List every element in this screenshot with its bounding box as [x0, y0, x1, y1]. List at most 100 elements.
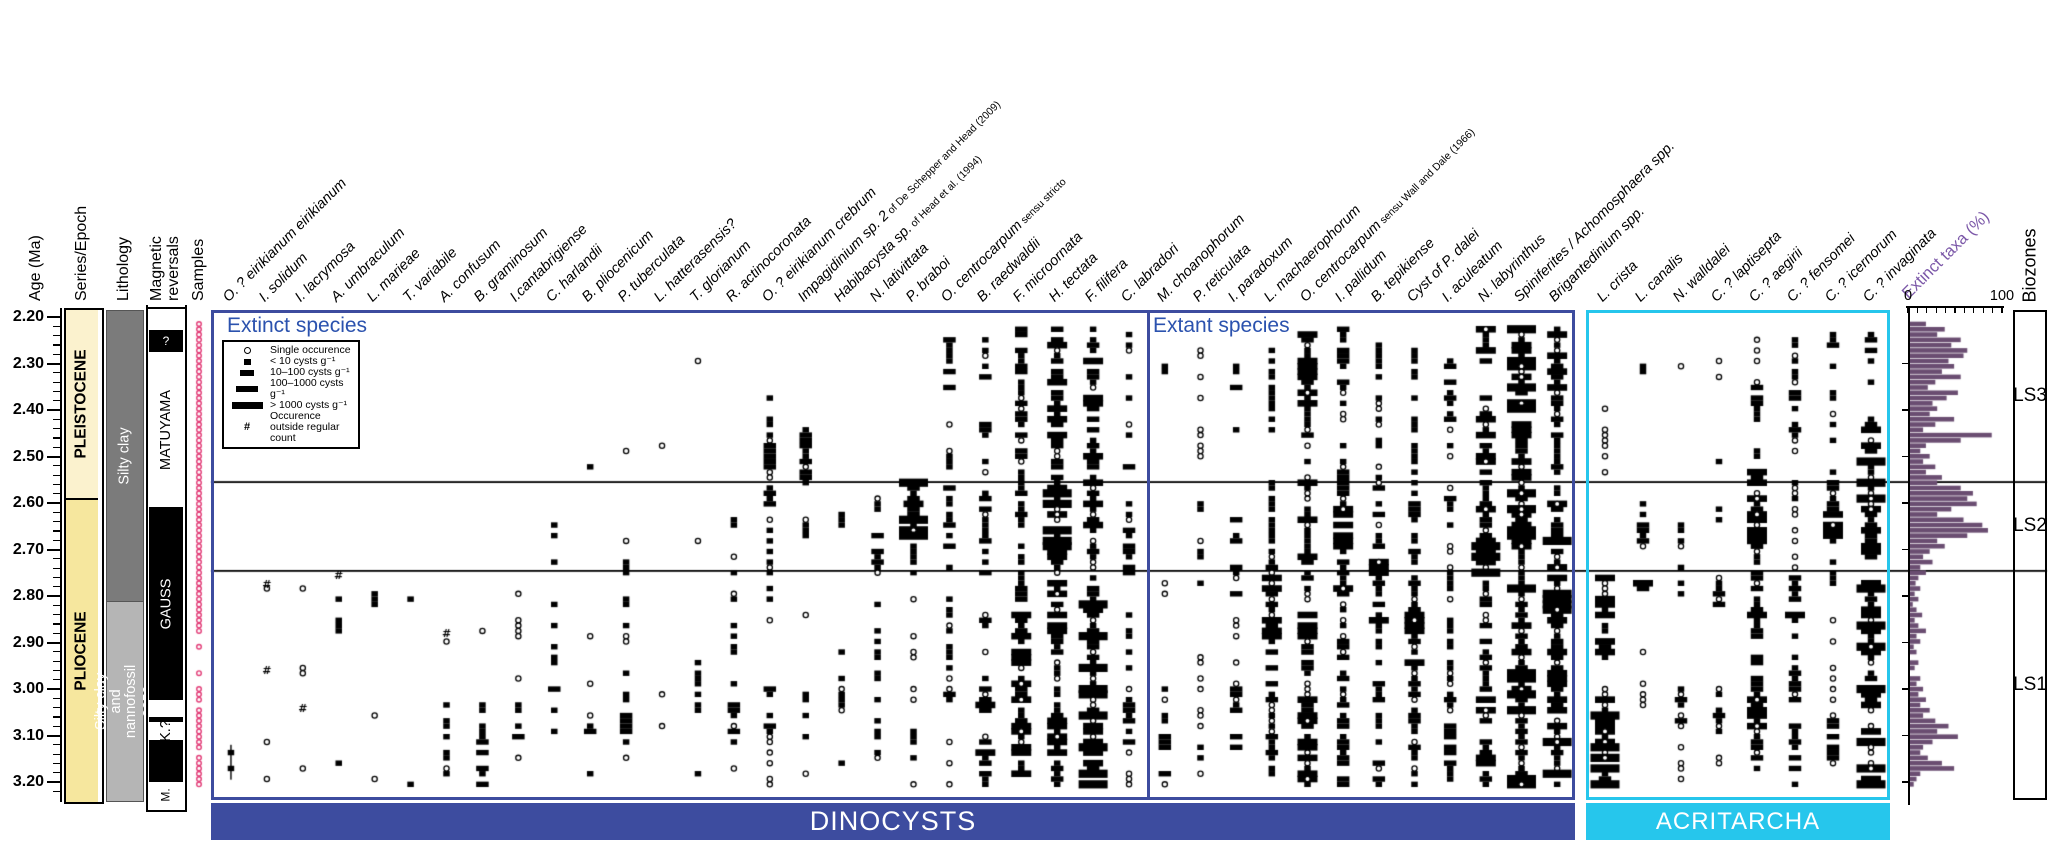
age-major-tick [47, 548, 60, 551]
percent-axis-tick [1954, 306, 1956, 313]
percent-axis-age-tick [1902, 502, 1908, 504]
age-minor-tick [53, 753, 60, 755]
percent-axis-tick [1973, 306, 1975, 313]
age-tick-label: 2.50 [12, 447, 44, 465]
age-minor-tick [53, 521, 60, 523]
magnetozone-label: ? [162, 333, 170, 348]
epoch-pliocene: PLIOCENE [66, 498, 98, 802]
age-major-tick [47, 502, 60, 504]
lithology-silty-clay: Silty clay [106, 310, 144, 603]
lithology-ooze: Silty clay and nannofossil ooze [94, 600, 155, 802]
legend-row: 100–1000 cysts g⁻¹ [224, 378, 356, 400]
percent-axis-age-tick [1902, 781, 1908, 783]
age-minor-tick [53, 437, 60, 439]
age-tick-label: 2.60 [12, 494, 44, 511]
abundance-bar-3-icon [224, 386, 270, 393]
age-minor-tick [53, 390, 60, 393]
age-minor-tick [53, 418, 60, 420]
percent-axis-tick [1992, 306, 1994, 313]
abundance-bar-2-icon [224, 369, 270, 376]
biozone-LS3: LS3 [2013, 310, 2047, 482]
dinocysts-band-label: DINOCYSTS [809, 806, 977, 836]
percent-axis-age-tick [1902, 641, 1908, 644]
age-minor-tick [53, 679, 60, 681]
abundance-legend: Single occurence < 10 cysts g⁻¹ 10–100 cys… [222, 340, 360, 450]
percent-axis-age-tick [1902, 688, 1908, 690]
magnetic-column-header-line1: Magnetic [148, 236, 165, 301]
extinct-extant-divider [1147, 310, 1150, 800]
percent-axis-tick [1963, 306, 1966, 313]
lithology-label: Silty clay [117, 427, 133, 485]
age-major-tick [47, 316, 60, 318]
percent-axis-max-label: 100 [1989, 288, 2015, 304]
age-minor-tick [53, 539, 60, 541]
magnetozone-MATUYAMA: MATUYAMA [149, 351, 183, 508]
epoch-label: PLIOCENE [73, 611, 91, 691]
age-minor-tick [53, 623, 60, 625]
epoch-column-header: Series/Epoch [73, 205, 90, 301]
percent-axis-min-label: 0 [1903, 288, 1913, 304]
percent-axis-tick [1907, 306, 1909, 313]
age-minor-tick [53, 325, 60, 327]
age-tick-label: 2.20 [12, 308, 44, 325]
magnetozone-label: GAUSS [158, 578, 175, 630]
age-minor-tick [53, 372, 60, 374]
age-minor-tick [53, 614, 60, 616]
percent-axis-tick [1926, 306, 1928, 313]
age-minor-tick [53, 576, 60, 579]
magnetozone-0 [149, 310, 183, 330]
biozones-box [2013, 310, 2047, 800]
age-tick-label: 2.70 [12, 540, 44, 558]
age-major-tick [47, 595, 60, 597]
biozones-column-header: Biozones [2019, 228, 2040, 303]
acritarcha-panel [1586, 310, 1890, 800]
legend-label: < 10 cysts g⁻¹ [270, 355, 336, 368]
age-minor-tick [53, 335, 60, 337]
dinocysts-panel [211, 310, 1575, 800]
age-minor-tick [53, 716, 60, 718]
legend-label: 10–100 cysts g⁻¹ [270, 366, 350, 379]
age-minor-tick [53, 660, 60, 662]
extant-species-title: Extant species [1153, 314, 1290, 337]
extinct-species-title: Extinct species [227, 314, 368, 337]
age-tick-label: 3.00 [12, 680, 44, 697]
percent-axis-vline [1908, 308, 1910, 805]
age-minor-tick [53, 744, 60, 746]
magnetozone-M.: M. [149, 782, 183, 808]
age-minor-tick [53, 586, 60, 588]
legend-row: Single occurence [224, 344, 356, 356]
age-tick-label: 2.40 [12, 401, 44, 418]
epoch-label: PLEISTOCENE [73, 349, 91, 459]
percent-axis-age-tick [1902, 548, 1908, 551]
age-minor-tick [53, 428, 60, 430]
biozone-LS1: LS1 [2013, 571, 2047, 800]
age-minor-tick [53, 567, 60, 569]
legend-label: > 1000 cysts g⁻¹ [270, 399, 348, 412]
age-minor-tick [53, 344, 60, 346]
magnetic-rail-left [146, 305, 148, 812]
age-axis-header: Age (Ma) [27, 235, 44, 301]
age-minor-tick [53, 474, 60, 476]
percent-axis-tick [2001, 306, 2003, 313]
age-major-tick [47, 455, 60, 458]
age-minor-tick [53, 651, 60, 653]
percent-axis-tick [1916, 306, 1919, 313]
magnetozone-?: ? [149, 330, 183, 352]
age-minor-tick [53, 725, 60, 727]
percent-axis-age-tick [1902, 595, 1908, 597]
legend-row: 10–100 cysts g⁻¹ [224, 367, 356, 378]
legend-row: # Occurence outside regular count [224, 411, 356, 444]
magnetozone-5 [149, 717, 183, 722]
magnetozone-GAUSS: GAUSS [149, 507, 183, 701]
single-occurrence-circle-icon [224, 347, 270, 354]
acritarcha-band: ACRITARCHA [1586, 803, 1890, 840]
dinocysts-band: DINOCYSTS [211, 803, 1575, 840]
age-major-tick [47, 734, 60, 737]
biozone-label: LS1 [2013, 674, 2047, 696]
legend-label: 100–1000 cysts g⁻¹ [270, 377, 344, 401]
age-minor-tick [53, 530, 60, 532]
age-minor-tick [53, 493, 60, 495]
biozone-label: LS2 [2013, 515, 2047, 537]
magnetozone-7 [149, 740, 183, 782]
magnetic-cap-top [146, 307, 187, 309]
